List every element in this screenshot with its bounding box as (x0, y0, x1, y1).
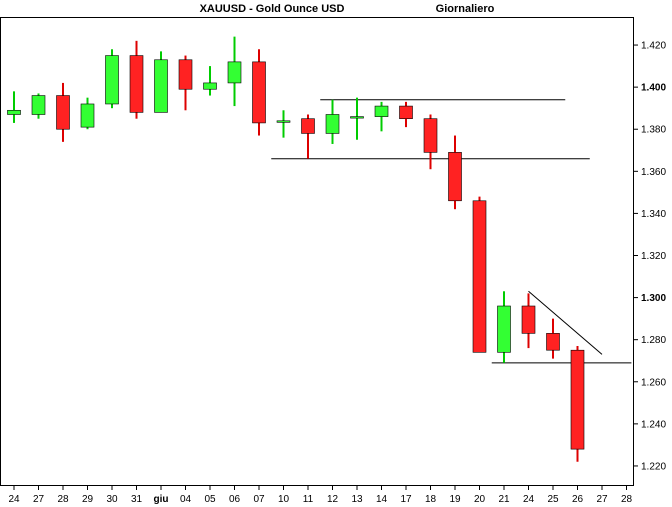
candle-body (276, 120, 291, 123)
x-tick-label: 12 (327, 494, 339, 505)
candle-body (325, 114, 340, 134)
candle-body (399, 105, 413, 120)
candle (56, 82, 70, 142)
candle (80, 97, 95, 130)
candle-body (252, 61, 266, 124)
candle (227, 36, 242, 107)
x-tick-label: 13 (351, 494, 363, 505)
x-tick-label: 29 (82, 494, 94, 505)
y-tick-label: 1.400 (641, 83, 666, 94)
x-tick-label: 19 (449, 494, 461, 505)
candle-body (56, 95, 70, 130)
y-tick-label: 1.240 (641, 419, 666, 430)
candle (301, 114, 315, 159)
candle-body (301, 118, 315, 134)
x-tick-label: 27 (33, 494, 45, 505)
x-tick-label: 06 (229, 494, 241, 505)
candle-body (129, 55, 144, 113)
candle (129, 40, 144, 119)
plot-area-frame (0, 17, 634, 486)
x-tick-label: 21 (498, 494, 510, 505)
candle-body (154, 59, 168, 113)
chart-subtitle: Giornaliero (436, 3, 495, 15)
x-tick-label: 24 (523, 494, 535, 505)
x-tick-label: 07 (253, 494, 265, 505)
candle-body (105, 55, 119, 105)
candle-body (546, 333, 560, 351)
candle (521, 293, 536, 349)
candle-body (203, 82, 217, 90)
candle (374, 101, 389, 132)
trendline (528, 290, 603, 355)
candle-body (80, 103, 95, 128)
candle-body (521, 305, 536, 334)
y-tick-label: 1.300 (641, 293, 666, 304)
x-axis: 24 27 28 29 30 31 giu 04 05 06 07 10 11 12 13 14 17 18 19 2… (8, 486, 632, 505)
y-tick-label: 1.320 (641, 251, 666, 262)
candle-body (227, 61, 242, 84)
candle (203, 66, 217, 96)
candles (7, 36, 585, 462)
x-tick-label: 31 (131, 494, 143, 505)
y-tick-label: 1.380 (641, 125, 666, 136)
trendlines (271, 99, 632, 364)
y-tick-label: 1.360 (641, 167, 666, 178)
x-tick-label: 30 (106, 494, 118, 505)
candle-body (31, 95, 46, 115)
y-tick-label: 1.280 (641, 335, 666, 346)
x-tick-label: 20 (474, 494, 486, 505)
candle (7, 91, 21, 123)
candle (350, 97, 364, 140)
candle (31, 93, 46, 119)
x-tick-label: 14 (376, 494, 388, 505)
x-tick-label: giu (154, 494, 169, 505)
y-tick-label: 1.340 (641, 209, 666, 220)
x-tick-label: 28 (57, 494, 69, 505)
x-tick-label: 26 (572, 494, 584, 505)
candle (472, 196, 487, 353)
chart-title: XAUUSD - Gold Ounce USD (200, 3, 345, 15)
candle (546, 318, 560, 359)
x-tick-label: 27 (596, 494, 608, 505)
candle (105, 49, 119, 109)
candle (448, 135, 462, 210)
candle-body (423, 118, 438, 153)
candle-body (448, 152, 462, 202)
x-tick-label: 05 (204, 494, 216, 505)
x-tick-label: 17 (400, 494, 412, 505)
candle-body (497, 305, 511, 353)
candle-body (472, 200, 487, 353)
candle-body (350, 116, 364, 119)
x-tick-label: 28 (621, 494, 633, 505)
x-tick-label: 18 (425, 494, 437, 505)
candle (154, 51, 168, 113)
y-tick-label: 1.260 (641, 377, 666, 388)
candle (570, 345, 585, 462)
candle (178, 55, 193, 111)
x-tick-label: 25 (547, 494, 559, 505)
x-tick-label: 10 (278, 494, 290, 505)
candle (399, 101, 413, 128)
y-axis: 1.220 1.240 1.260 1.280 1.300 1.320 1.340 1.360… (634, 41, 666, 472)
candle (325, 99, 340, 144)
candle (276, 110, 291, 138)
y-tick-label: 1.420 (641, 41, 666, 52)
x-tick-label: 11 (303, 494, 314, 505)
candle-body (178, 59, 193, 90)
x-tick-label: 04 (180, 494, 192, 505)
candle (252, 49, 266, 136)
candle (423, 114, 438, 170)
candle (497, 291, 511, 363)
x-tick-label: 24 (8, 494, 20, 505)
y-tick-label: 1.220 (641, 461, 666, 472)
candle-body (570, 349, 585, 450)
candle-body (374, 105, 389, 117)
candle-body (7, 109, 21, 115)
